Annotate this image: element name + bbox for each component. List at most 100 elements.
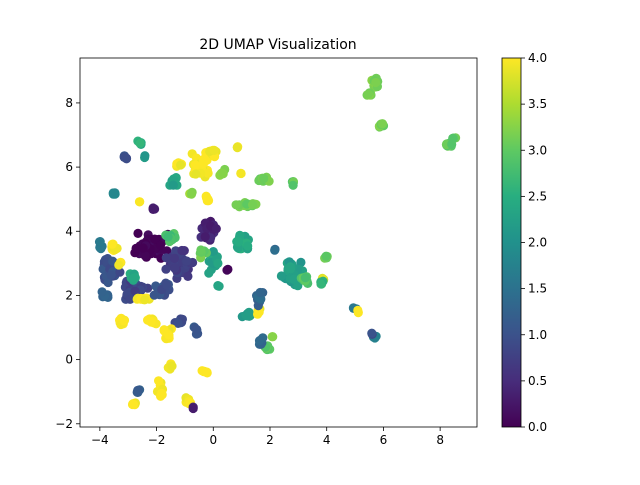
colorbar-ticks: 0.0 0.5 1.0 1.5 2.0 2.5 3.0 3.5 4.0: [521, 51, 547, 434]
scatter-point: [119, 152, 129, 162]
scatter-point: [183, 271, 193, 281]
scatter-point: [231, 200, 241, 210]
y-axis-ticks: −2 0 2 4 6 8: [55, 96, 80, 431]
scatter-point: [149, 290, 159, 300]
scatter-point: [186, 189, 197, 199]
scatter-point: [162, 246, 172, 256]
scatter-point: [285, 264, 296, 274]
y-tick-label: 2: [65, 288, 73, 302]
scatter-point: [223, 264, 233, 274]
colorbar: [501, 57, 522, 428]
scatter-point: [268, 332, 278, 342]
plot-frame: [79, 57, 478, 428]
scatter-point: [133, 386, 143, 396]
scatter-point: [125, 294, 135, 304]
scatter-point: [276, 271, 286, 281]
scatter-point: [254, 336, 265, 346]
scatter-point: [270, 245, 280, 255]
scatter-point: [140, 151, 150, 161]
scatter-point: [140, 295, 150, 305]
y-tick-label: 8: [65, 96, 73, 110]
x-tick-label: 0: [209, 433, 217, 447]
scatter-point: [108, 188, 118, 198]
scatter-point: [371, 77, 381, 88]
colorbar-tick-label: 1.0: [528, 328, 547, 342]
scatter-point: [316, 279, 326, 289]
x-tick-label: −2: [148, 433, 166, 447]
scatter-point: [167, 361, 177, 371]
colorbar-tick-label: 1.5: [528, 282, 547, 296]
scatter-point: [253, 309, 263, 319]
scatter-point: [288, 180, 298, 190]
scatter-point: [150, 234, 160, 244]
colorbar-tick-label: 0.5: [528, 374, 547, 388]
scatter-point: [128, 273, 138, 283]
colorbar-tick-label: 0.0: [528, 420, 547, 434]
scatter-point: [135, 138, 145, 148]
scatter-point: [201, 193, 212, 203]
scatter-point: [204, 268, 214, 278]
scatter-point: [157, 388, 167, 398]
scatter-point: [296, 257, 306, 267]
scatter-point: [173, 318, 183, 328]
x-tick-label: 6: [380, 433, 388, 447]
colorbar-tick-label: 4.0: [528, 51, 547, 65]
x-tick-label: 8: [436, 433, 444, 447]
scatter-point: [192, 324, 202, 335]
scatter-point: [162, 280, 172, 290]
colorbar-tick-label: 3.0: [528, 143, 547, 157]
scatter-point: [138, 243, 148, 253]
scatter-point: [211, 224, 221, 234]
scatter-point: [232, 142, 242, 152]
scatter-point: [243, 241, 253, 251]
y-tick-label: 6: [65, 160, 73, 174]
x-tick-label: 2: [266, 433, 274, 447]
scatter-point: [203, 168, 213, 178]
scatter-point: [176, 160, 186, 170]
chart-title: 2D UMAP Visualization: [199, 37, 356, 53]
scatter-point: [130, 286, 140, 296]
scatter-point: [209, 145, 219, 155]
scatter-point: [191, 169, 201, 179]
scatter-point: [190, 160, 200, 170]
scatter-point: [177, 245, 187, 256]
scatter-point: [134, 197, 145, 207]
scatter-point: [213, 258, 223, 268]
scatter-point: [259, 173, 269, 184]
scatter-point: [200, 232, 210, 242]
scatter-point: [170, 263, 180, 273]
scatter-point: [119, 316, 129, 326]
y-tick-label: 4: [65, 224, 73, 238]
scatter-point: [182, 256, 192, 266]
scatter-point: [321, 251, 331, 261]
scatter-point: [146, 317, 156, 327]
scatter-point: [289, 274, 299, 284]
scatter-point: [448, 133, 458, 143]
scatter-point: [131, 243, 141, 253]
scatter-point: [97, 287, 107, 297]
scatter-point: [133, 228, 143, 238]
scatter-point: [353, 305, 363, 315]
scatter-point: [214, 281, 224, 291]
scatter-point: [188, 403, 198, 414]
scatter-point: [300, 273, 310, 283]
scatter-point: [148, 204, 158, 214]
scatter-point: [103, 277, 113, 288]
scatter-point: [107, 239, 117, 249]
colorbar-tick-label: 3.5: [528, 97, 547, 111]
scatter-point: [377, 119, 388, 129]
scatter-point: [140, 251, 150, 261]
scatter-point: [244, 307, 254, 317]
scatter-point: [161, 253, 171, 263]
scatter-point: [161, 264, 171, 274]
scatter-point: [255, 287, 265, 298]
scatter-point: [168, 180, 178, 190]
scatter-point: [154, 376, 164, 386]
scatter-point: [208, 247, 218, 257]
scatter-point: [155, 240, 166, 250]
x-tick-label: −4: [91, 433, 109, 447]
scatter-point: [106, 270, 116, 280]
scatter-point: [95, 237, 105, 247]
